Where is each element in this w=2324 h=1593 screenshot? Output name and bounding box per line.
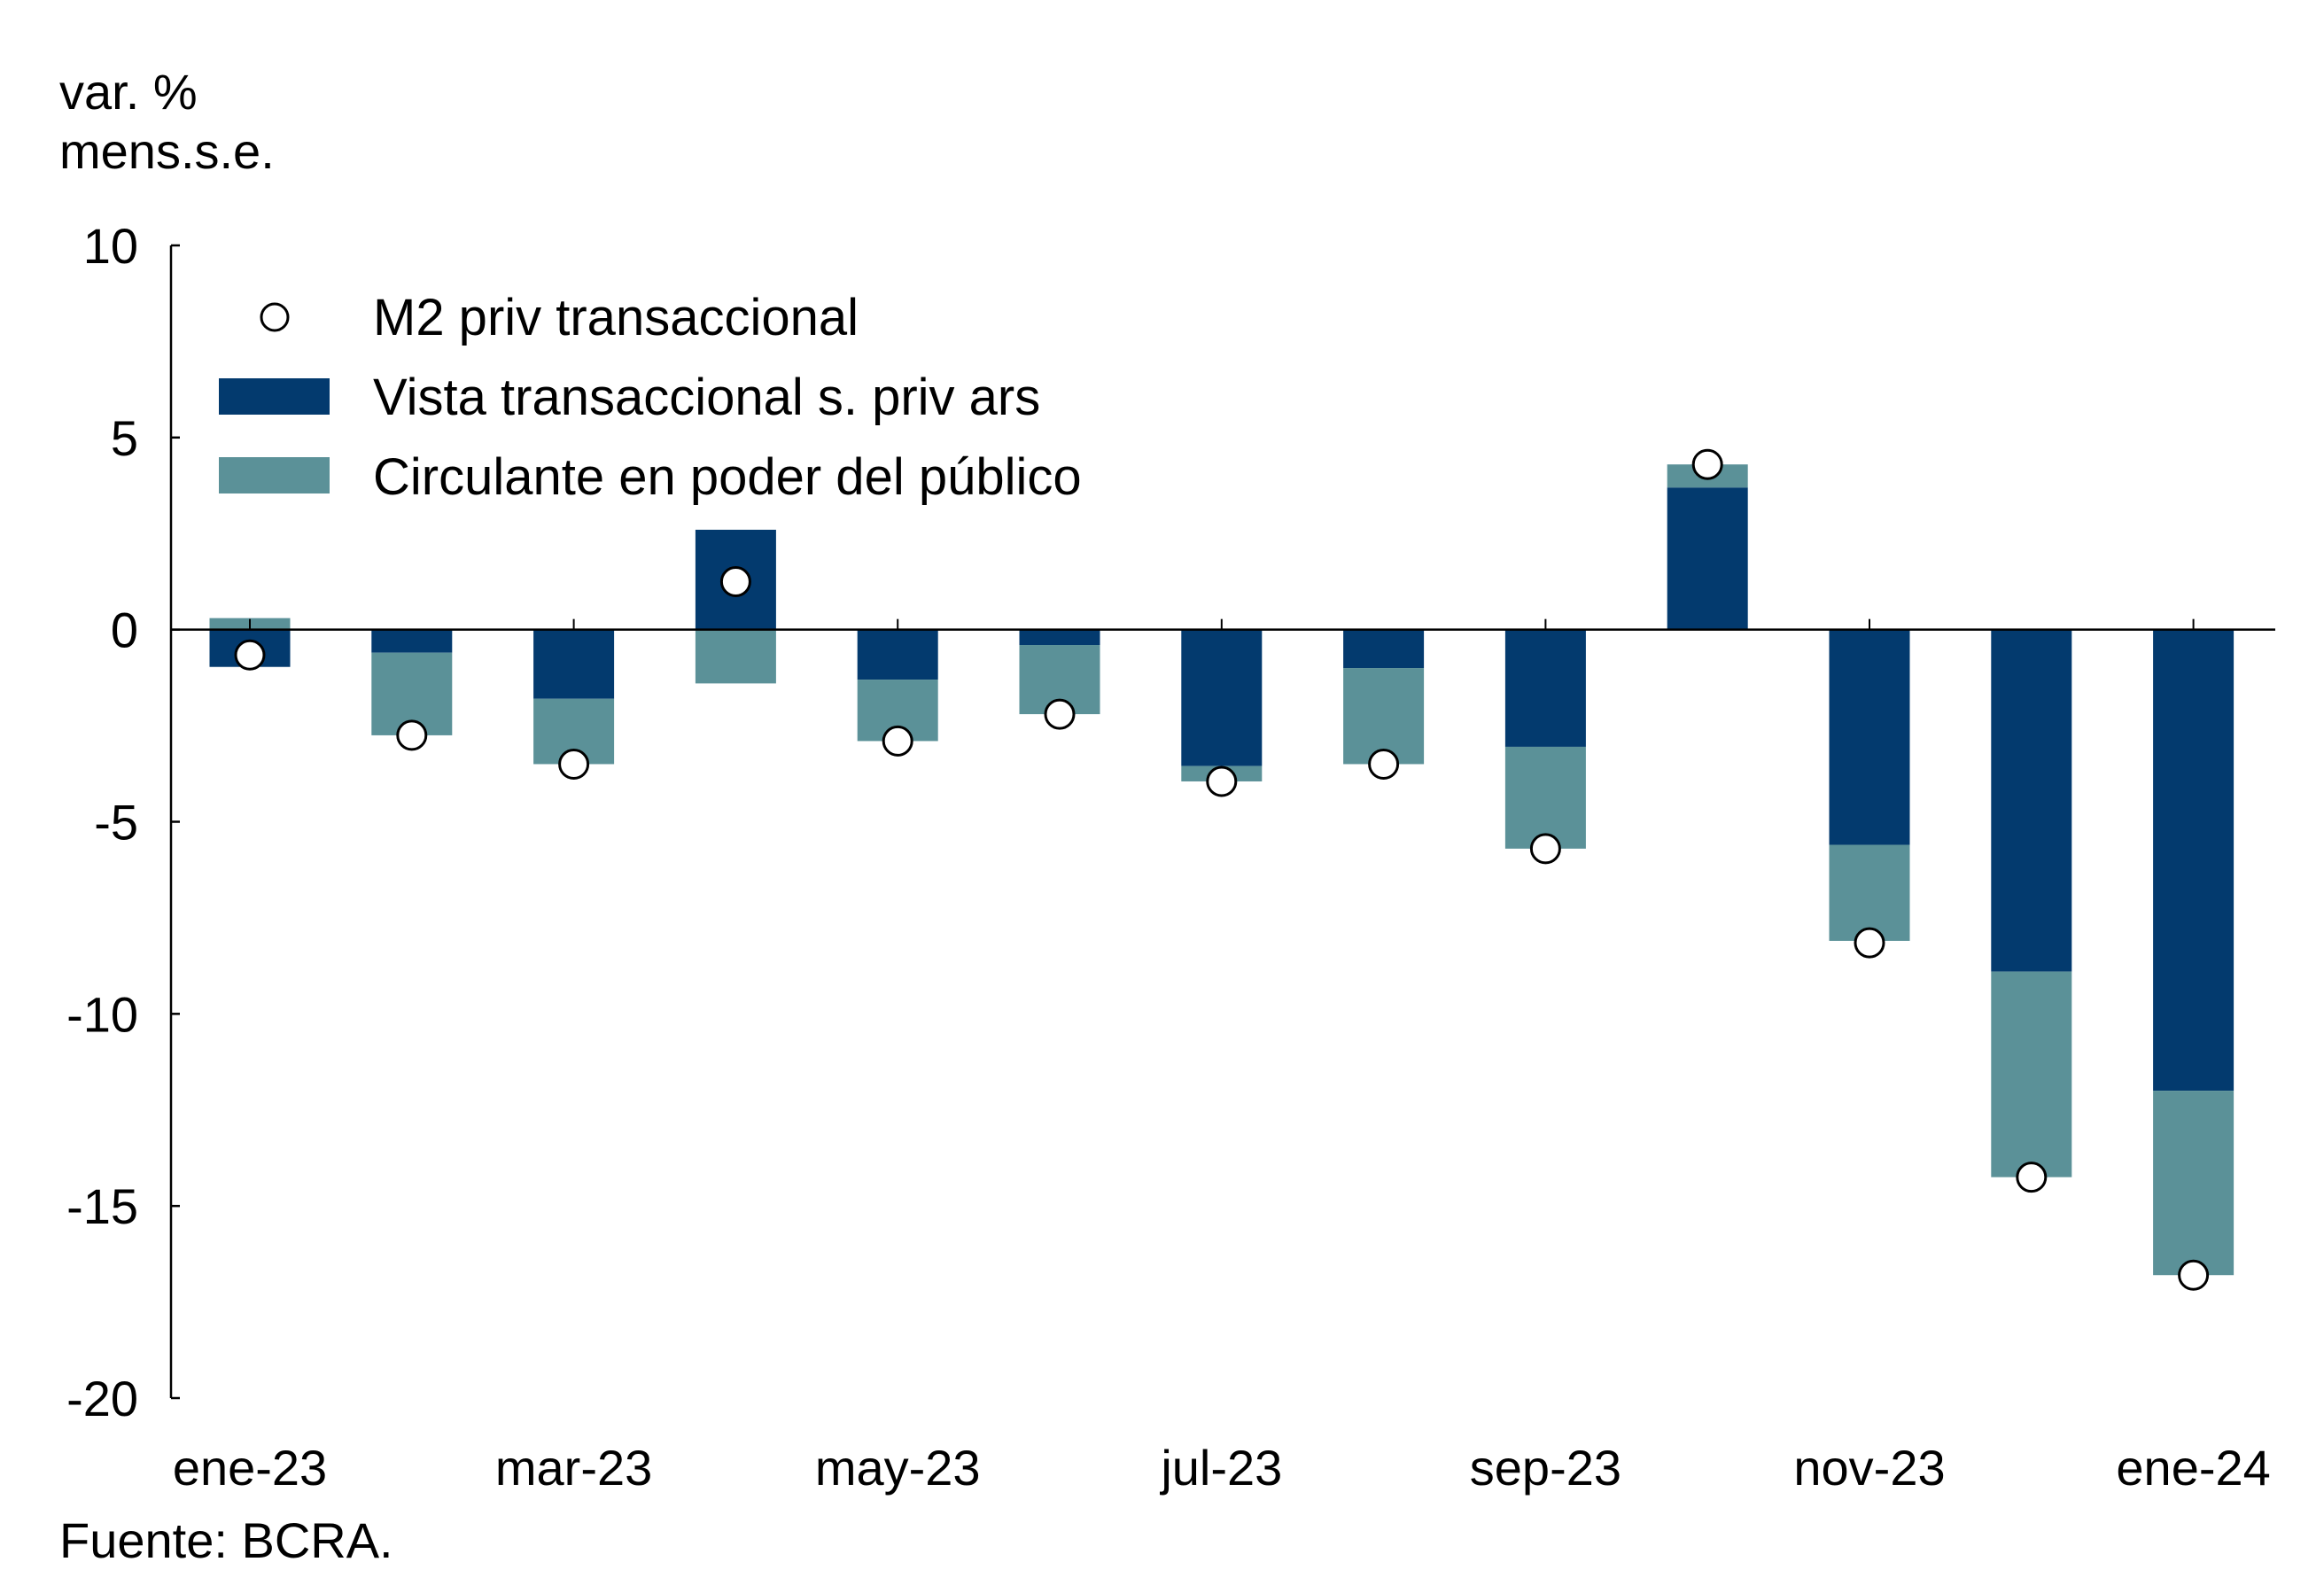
bar-circulante-ago-23 [1343, 668, 1425, 765]
markers-layer [234, 448, 2210, 1291]
x-tick-label: ene-23 [173, 1440, 327, 1496]
legend-label-vista: Vista transaccional s. priv ars [373, 369, 1040, 426]
y-axis-unit-label-line1: var. % [59, 64, 198, 120]
bar-circulante-ene-24 [2153, 1091, 2235, 1276]
bar-vista-jun-23 [1019, 629, 1100, 646]
legend-swatch-circulante [219, 457, 330, 493]
marker-m2-sep-23 [1529, 833, 1561, 865]
x-tick-labels: ene-23 mar-23 may-23 jul-23 sep-23 nov-23 ene-… [173, 1440, 2271, 1496]
bar-vista-ene-24 [2153, 629, 2235, 1092]
x-tick-label: jul-23 [1159, 1440, 1282, 1496]
legend-marker-m2 [260, 302, 290, 332]
legend-swatch-vista [219, 378, 330, 415]
bar-vista-oct-23 [1667, 487, 1748, 630]
bar-circulante-sep-23 [1504, 746, 1586, 849]
y-tick-label: -10 [66, 986, 138, 1042]
y-tick-label: -20 [66, 1371, 138, 1426]
bar-vista-feb-23 [371, 629, 453, 653]
bar-circulante-abr-23 [695, 629, 776, 684]
source-note: Fuente: BCRA. [59, 1512, 393, 1568]
x-tick-label: ene-24 [2116, 1440, 2270, 1496]
marker-m2-jun-23 [1044, 698, 1076, 730]
bar-vista-jul-23 [1181, 629, 1263, 766]
x-tick-label: sep-23 [1470, 1440, 1621, 1496]
marker-m2-may-23 [882, 725, 913, 757]
legend: M2 priv transaccional Vista transacciona… [219, 289, 1082, 506]
marker-m2-jul-23 [1206, 765, 1238, 797]
y-tick-label: -15 [66, 1178, 138, 1234]
legend-label-m2: M2 priv transaccional [373, 289, 859, 346]
bar-circulante-dic-23 [1991, 971, 2072, 1177]
bar-circulante-nov-23 [1829, 844, 1910, 941]
marker-m2-dic-23 [2016, 1162, 2048, 1193]
y-tick-label: 10 [83, 218, 138, 274]
marker-m2-abr-23 [719, 565, 751, 597]
marker-m2-nov-23 [1854, 927, 1885, 959]
x-tick-label: nov-23 [1793, 1440, 1945, 1496]
bar-vista-sep-23 [1504, 629, 1586, 747]
y-tick-label: -5 [94, 795, 138, 851]
bar-vista-nov-23 [1829, 629, 1910, 845]
marker-m2-ene-24 [2178, 1259, 2210, 1291]
bar-vista-mar-23 [533, 629, 615, 699]
bar-vista-may-23 [857, 629, 938, 680]
bar-vista-dic-23 [1991, 629, 2072, 972]
marker-m2-mar-23 [558, 748, 590, 780]
marker-m2-ago-23 [1368, 748, 1400, 780]
bar-vista-ago-23 [1343, 629, 1425, 669]
y-tick-label: 0 [111, 602, 138, 658]
bars-layer [209, 464, 2235, 1276]
x-tick-label: may-23 [815, 1440, 981, 1496]
axes-layer [169, 244, 2275, 1400]
marker-m2-ene-23 [234, 639, 266, 671]
x-tick-label: mar-23 [495, 1440, 652, 1496]
marker-m2-feb-23 [396, 719, 428, 751]
marker-m2-oct-23 [1691, 448, 1723, 480]
y-tick-label: 5 [111, 410, 138, 466]
y-axis-unit-label-line2: mens.s.e. [59, 123, 275, 179]
legend-label-circulante: Circulante en poder del público [373, 448, 1082, 506]
y-tick-labels: 10 5 0 -5 -10 -15 -20 [66, 218, 138, 1426]
